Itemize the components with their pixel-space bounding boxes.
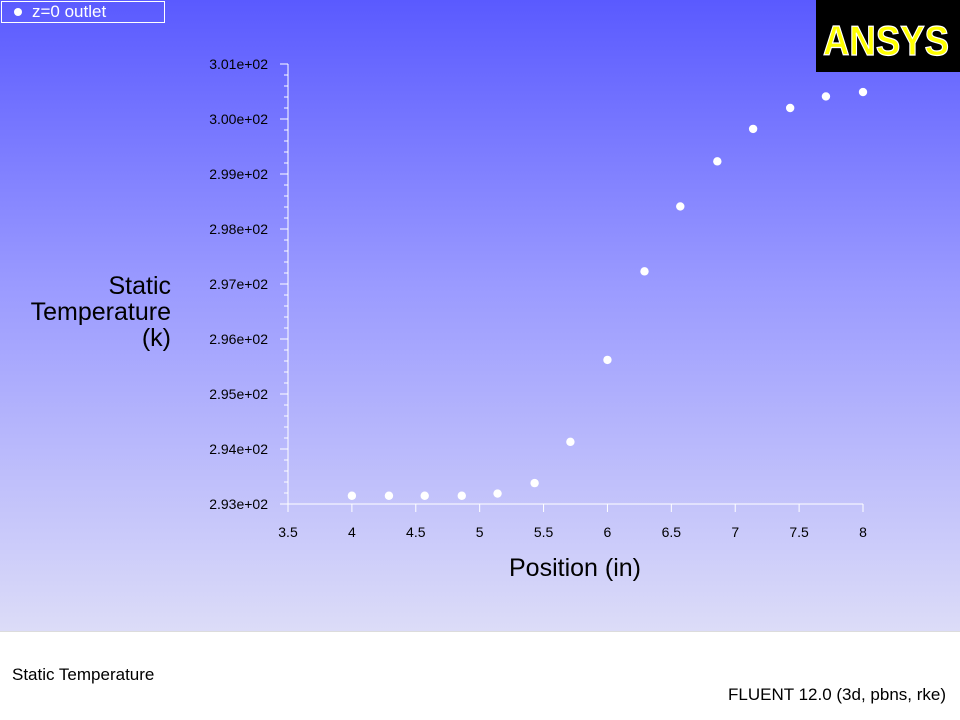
y-axis-label-line: Temperature <box>31 298 171 326</box>
scatter-chart: 2.93e+02 2.94e+02 2.95e+02 2.96e+02 2.97e+02… <box>31 56 868 582</box>
data-point <box>566 437 575 447</box>
x-tick-label: 5.5 <box>534 524 554 540</box>
legend-marker-icon <box>14 8 22 16</box>
x-tick-label: 5 <box>476 524 484 540</box>
data-point <box>713 157 722 166</box>
x-tick-label: 6 <box>604 524 612 540</box>
y-tick-label: 2.94e+02 <box>209 441 268 457</box>
data-point <box>384 491 394 500</box>
data-point <box>821 92 831 101</box>
ansys-logo: ANSYS <box>816 0 960 72</box>
footer-title: Static Temperature <box>12 665 155 684</box>
x-tick-label: 6.5 <box>662 524 682 540</box>
data-point <box>493 489 502 498</box>
x-tick-label: 4 <box>348 524 356 540</box>
plot-area: 2.93e+02 2.94e+02 2.95e+02 2.96e+02 2.97e+02… <box>0 0 960 631</box>
data-point <box>785 103 795 113</box>
legend: z=0 outlet <box>1 1 165 23</box>
data-point <box>858 87 868 97</box>
data-point <box>603 355 612 365</box>
data-point <box>420 491 429 500</box>
y-axis-label-line: (k) <box>142 324 171 352</box>
y-tick-label: 2.95e+02 <box>209 386 268 402</box>
y-tick-label: 2.98e+02 <box>209 221 268 237</box>
footer-software-info: FLUENT 12.0 (3d, pbns, rke) <box>728 685 946 704</box>
axes <box>287 64 863 505</box>
x-tick-label: 3.5 <box>278 524 298 540</box>
ansys-logo-mark: ANSYS <box>816 0 960 72</box>
x-tick-label: 7 <box>731 524 739 540</box>
y-tick-label: 2.96e+02 <box>209 331 268 347</box>
y-axis-label-line: Static <box>108 272 171 300</box>
data-point <box>748 124 758 134</box>
data-points <box>347 87 868 500</box>
logo-text: ANSYS <box>823 17 949 64</box>
footer: Static Temperature FLUENT 12.0 (3d, pbns… <box>0 631 960 720</box>
x-tick-label: 7.5 <box>789 524 809 540</box>
y-tick-label: 2.97e+02 <box>209 276 268 292</box>
y-tick-label: 2.93e+02 <box>209 496 268 512</box>
y-tick-label: 2.99e+02 <box>209 166 268 182</box>
ticks: 2.93e+02 2.94e+02 2.95e+02 2.96e+02 2.97e+02… <box>209 56 867 540</box>
data-point <box>347 491 357 500</box>
x-tick-label: 8 <box>859 524 867 540</box>
data-point <box>640 267 649 276</box>
x-axis-label: Position (in) <box>509 554 641 582</box>
data-point <box>530 478 539 488</box>
y-tick-label: 3.01e+02 <box>209 56 268 72</box>
data-point <box>676 202 685 211</box>
x-tick-label: 4.5 <box>406 524 426 540</box>
y-tick-label: 3.00e+02 <box>209 111 268 127</box>
legend-label: z=0 outlet <box>32 2 107 21</box>
data-point <box>457 491 466 500</box>
